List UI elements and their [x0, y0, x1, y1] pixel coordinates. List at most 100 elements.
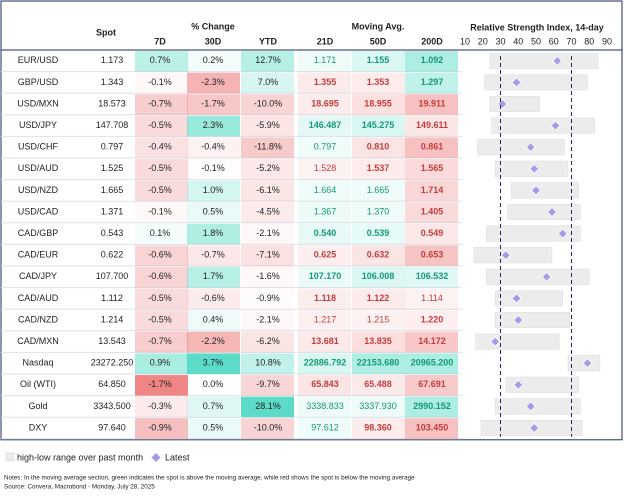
pct-change: -0.4% [201, 142, 225, 152]
moving-average: 0.797 [314, 142, 337, 152]
ma-cell-bg [298, 245, 351, 266]
pct-change: -0.6% [148, 271, 172, 281]
moving-average: 107.170 [309, 271, 342, 281]
ma-cell-bg [298, 396, 351, 418]
moving-average: 67.691 [418, 379, 446, 389]
moving-average: 0.625 [314, 250, 337, 260]
pct-change: 0.1% [150, 228, 171, 238]
moving-average: 1.217 [314, 314, 337, 324]
note: Source: Convera, Macrobond - Monday, Jul… [4, 484, 155, 491]
pct-change: 7.0% [258, 77, 279, 87]
pct-change: -1.7% [148, 379, 172, 389]
moving-average: 3337.930 [359, 401, 397, 411]
pct-cell-bg [187, 94, 240, 115]
pct-cell-bg [135, 267, 188, 288]
rsi-latest [530, 185, 542, 196]
ma-cell-bg [298, 267, 351, 288]
moving-average: 1.405 [421, 206, 444, 216]
pct-cell-bg [135, 353, 188, 374]
pct-cell-bg [187, 115, 240, 137]
rsi-latest [546, 206, 558, 218]
pct-cell-bg [187, 310, 240, 331]
pct-change: 0.7% [150, 55, 171, 65]
moving-average: 1.537 [367, 163, 390, 173]
row-name: CAD/GBP [18, 228, 59, 238]
ma-cell-bg [405, 375, 458, 396]
moving-average: 18.955 [364, 98, 392, 108]
header-rsi: Relative Strength Index, 14-day [470, 22, 604, 32]
pct-change: -0.5% [148, 293, 172, 303]
row-name: USD/NZD [18, 185, 58, 195]
pct-cell-bg [187, 418, 240, 439]
pct-cell-bg [187, 223, 240, 245]
ma-cell-bg [352, 115, 405, 137]
pct-cell-bg [241, 137, 294, 158]
pct-change: -0.3% [148, 401, 172, 411]
moving-average: 1.665 [367, 185, 390, 195]
ma-cell-bg [405, 94, 458, 115]
ma-cell-bg [298, 115, 351, 137]
rsi-tick-label: 50 [531, 36, 541, 46]
pct-change: -0.5% [148, 120, 172, 130]
row-name: EUR/USD [18, 55, 59, 65]
ma-cell-bg [352, 180, 405, 202]
pct-change: -2.1% [256, 314, 280, 324]
pct-cell-bg [135, 396, 188, 418]
pct-cell-bg [187, 245, 240, 266]
subheader: 50D [370, 36, 387, 46]
pct-cell-bg [187, 353, 240, 374]
moving-average: 1.215 [367, 314, 390, 324]
pct-change: -0.5% [148, 163, 172, 173]
ma-cell-bg [352, 418, 405, 439]
pct-change: -0.5% [148, 185, 172, 195]
pct-change: 2.3% [203, 120, 224, 130]
ma-cell-bg [298, 288, 351, 310]
ma-cell-bg [405, 267, 458, 288]
row-name: Nasdaq [22, 358, 53, 368]
rsi-range [489, 52, 599, 69]
rsi-latest [529, 163, 540, 174]
ma-cell-bg [405, 159, 458, 180]
moving-average: 1.353 [367, 77, 390, 87]
ma-cell-bg [352, 51, 405, 72]
legend-range-swatch [5, 452, 15, 462]
pct-cell-bg [187, 180, 240, 202]
pct-cell-bg [187, 51, 240, 72]
pct-cell-bg [135, 202, 188, 223]
rsi-latest [525, 142, 536, 153]
moving-average: 106.532 [416, 271, 449, 281]
spot: 1.112 [101, 293, 123, 303]
rsi-range [491, 117, 595, 134]
ma-cell-bg [405, 137, 458, 158]
pct-cell-bg [187, 267, 240, 288]
rsi-range [505, 376, 579, 393]
pct-change: 0.5% [203, 422, 224, 432]
moving-average: 13.681 [311, 336, 339, 346]
moving-average: 1.114 [421, 293, 443, 303]
rsi-tick-label: 30 [495, 36, 505, 46]
rsi-latest [490, 336, 501, 347]
pct-change: 1.7% [203, 271, 224, 281]
rsi-tick-label: 70 [566, 36, 576, 46]
moving-average: 1.370 [367, 206, 390, 216]
pct-change: 1.8% [203, 228, 224, 238]
pct-change: -2.1% [256, 228, 280, 238]
ma-cell-bg [405, 245, 458, 266]
ma-cell-bg [298, 202, 351, 223]
ma-cell-bg [298, 137, 351, 158]
header-moving-avg: Moving Avg. [352, 21, 405, 31]
spot: 1.371 [101, 206, 124, 216]
spot: 3343.500 [93, 401, 131, 411]
pct-change: -4.5% [256, 206, 280, 216]
ma-cell-bg [298, 72, 351, 94]
ma-cell-bg [352, 137, 405, 158]
ma-cell-bg [298, 418, 351, 439]
ma-cell-bg [298, 51, 351, 72]
row-name: USD/CHF [18, 142, 59, 152]
ma-cell-bg [405, 353, 458, 374]
legend-latest: Latest [165, 452, 190, 462]
rsi-latest [541, 271, 552, 282]
pct-change: -10.0% [254, 422, 283, 432]
pct-change: -1.7% [201, 98, 225, 108]
